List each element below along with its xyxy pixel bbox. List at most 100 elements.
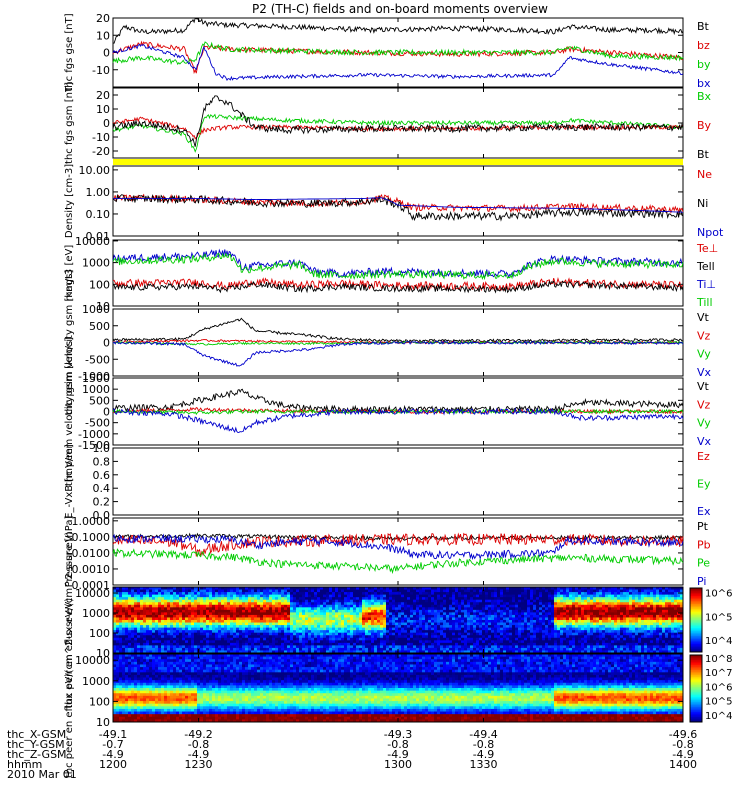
spectrogram-cell [275,597,279,601]
spectrogram-cell [518,635,522,639]
spectrogram-cell [578,587,582,590]
spectrogram-cell [194,609,198,613]
spectrogram-cell [356,617,360,621]
spectrogram-cell [512,617,516,621]
spectrogram-cell [392,627,396,631]
spectrogram-cell [137,627,141,631]
legend-entry: By [697,119,712,132]
spectrogram-cell [155,592,159,596]
spectrogram-cell [200,592,204,596]
spectrogram-cell [257,589,261,593]
spectrogram-cell [620,622,624,626]
spectrogram-cell [596,632,600,636]
spectrogram-cell [332,630,336,634]
spectrogram-cell [512,622,516,626]
spectrogram-cell [332,602,336,606]
spectrogram-cell [365,602,369,606]
spectrogram-cell [308,614,312,618]
legend-entry: Ni [697,197,708,210]
spectrogram-cell [491,637,495,641]
spectrogram-cell [473,599,477,603]
spectrogram-cell [248,645,252,649]
spectrogram-cell [179,645,183,649]
spectrogram-cell [191,640,195,644]
spectrogram-cell [647,602,651,606]
spectrogram-cell [434,620,438,623]
spectrogram-cell [614,612,618,616]
spectrogram-cell [488,602,492,606]
spectrogram-cell [239,609,243,613]
spectrogram-cell [224,609,228,613]
spectrogram-cell [308,594,312,598]
spectrogram-cell [248,609,252,613]
spectrogram-cell [326,609,330,613]
spectrogram-cell [329,607,333,611]
spectrogram-cell [176,602,180,606]
y-tick-label: 10 [96,29,110,42]
spectrogram-cell [575,637,579,641]
spectrogram-cell [512,635,516,639]
spectrogram-cell [185,612,189,616]
spectrogram-cell [449,630,453,634]
spectrogram-cell [203,604,207,608]
spectrogram-cell [350,612,354,616]
spectrogram-cell [197,597,201,601]
spectrogram-cell [518,604,522,608]
spectrogram-cell [287,650,291,654]
spectrogram-cell [200,602,204,606]
spectrogram-cell [515,587,519,590]
spectrogram-cell [503,647,507,651]
spectrogram-cell [593,650,597,654]
spectrogram-cell [551,635,555,639]
spectrogram-cell [149,597,153,601]
spectrogram-cell [143,592,147,596]
spectrogram-cell [644,647,648,651]
spectrogram-cell [158,602,162,606]
spectrogram-cell [542,609,546,613]
spectrogram-cell [323,627,327,631]
spectrogram-cell [368,632,372,636]
spectrogram-cell [320,604,324,608]
spectrogram-cell [287,609,291,613]
spectrogram-cell [269,642,273,646]
spectrogram-cell [179,617,183,621]
spectrogram-cell [353,597,357,601]
spectrogram-cell [215,650,219,654]
spectrogram-cell [611,604,615,608]
spectrogram-cell [482,640,486,644]
spectrogram-cell [500,607,504,611]
spectrogram-cell [620,642,624,646]
spectrogram-cell [464,640,468,644]
spectrogram-cell [593,647,597,651]
spectrogram-cell [494,647,498,651]
spectrogram-cell [575,617,579,621]
spectrogram-cell [596,604,600,608]
spectrogram-cell [266,612,270,616]
spectrogram-cell [299,602,303,606]
spectrogram-cell [143,632,147,636]
spectrogram-cell [395,622,399,626]
spectrogram-cell [575,640,579,644]
spectrogram-cell [122,632,126,636]
spectrogram-cell [590,637,594,641]
spectrogram-cell [575,604,579,608]
spectrogram-cell [560,602,564,606]
spectrogram-cell [359,607,363,611]
spectrogram-cell [551,607,555,611]
spectrogram-cell [422,587,426,590]
spectrogram-cell [254,587,258,590]
spectrogram-cell [593,645,597,649]
spectrogram-cell [323,597,327,601]
spectrogram-cell [191,594,195,598]
spectrogram-cell [467,622,471,626]
spectrogram-cell [539,642,543,646]
spectrogram-cell [611,640,615,644]
spectrogram-cell [488,597,492,601]
spectrogram-cell [449,640,453,644]
spectrogram-cell [317,587,321,590]
spectrogram-cell [602,627,606,631]
spectrogram-cell [194,604,198,608]
spectrogram-cell [221,612,225,616]
spectrogram-cell [611,592,615,596]
spectrogram-cell [458,640,462,644]
